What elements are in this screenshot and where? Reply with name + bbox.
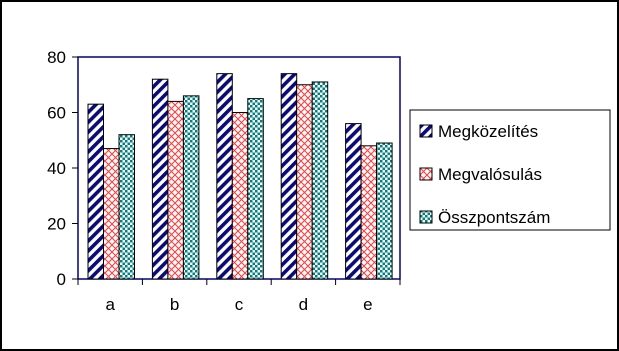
bar-e-megvalósulás xyxy=(360,145,378,280)
bar-d-megközelítés xyxy=(280,73,298,280)
bar-b-összpontszám xyxy=(182,95,200,280)
legend: Megközelítés Megvalósulás Összpontszám xyxy=(409,109,611,231)
y-tick-label: 20 xyxy=(47,215,66,234)
bar-c-megvalósulás xyxy=(231,112,249,280)
legend-swatch xyxy=(419,210,433,224)
bar-a-összpontszám xyxy=(118,134,135,280)
x-tick-label: b xyxy=(170,295,179,314)
legend-label: Összpontszám xyxy=(438,208,550,227)
bar-e-összpontszám xyxy=(376,142,393,280)
bar-d-megvalósulás xyxy=(296,84,313,280)
y-tick-label: 40 xyxy=(47,159,66,178)
y-tick-label: 80 xyxy=(47,48,66,67)
legend-label: Megközelítés xyxy=(438,122,538,141)
y-tick-label: 60 xyxy=(47,104,66,123)
bar-b-megközelítés xyxy=(151,78,169,280)
legend-swatch xyxy=(419,167,433,181)
x-tick-label: a xyxy=(105,295,115,314)
x-tick-label: e xyxy=(363,295,372,314)
bar-c-összpontszám xyxy=(247,98,264,280)
y-tick-labels: 0 20 40 60 80 xyxy=(47,48,66,289)
legend-swatch xyxy=(419,124,433,138)
bar-a-megközelítés xyxy=(87,103,104,280)
x-tick-label: d xyxy=(299,295,308,314)
bars xyxy=(87,73,393,280)
legend-box xyxy=(409,109,611,231)
x-tick-label: c xyxy=(235,295,244,314)
bar-d-összpontszám xyxy=(311,81,329,280)
bar-a-megvalósulás xyxy=(103,148,120,280)
y-tick-label: 0 xyxy=(57,270,66,289)
x-tick-labels: a b c d e xyxy=(105,295,372,314)
axes xyxy=(72,56,401,285)
bar-b-megvalósulás xyxy=(167,100,184,280)
bar-c-megközelítés xyxy=(216,73,233,280)
bar-e-megközelítés xyxy=(345,123,362,280)
legend-label: Megvalósulás xyxy=(438,165,542,184)
